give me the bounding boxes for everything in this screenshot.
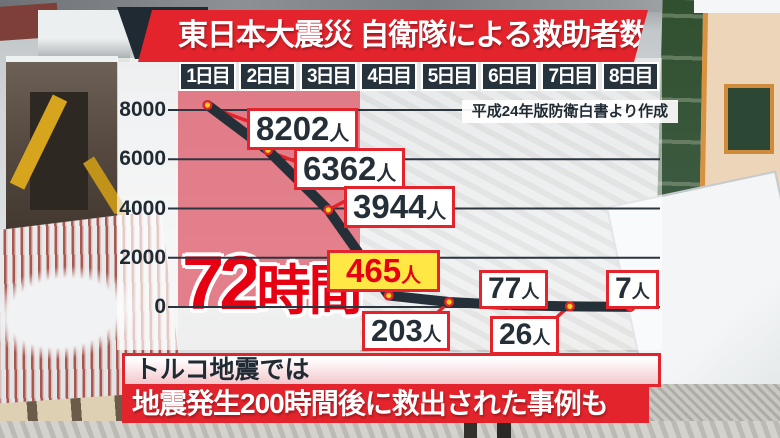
unit: 人 xyxy=(329,123,350,145)
y-axis-tick-label: 0 xyxy=(154,295,166,318)
value-label-day4: 465人 xyxy=(327,250,440,292)
unit: 人 xyxy=(521,282,540,302)
day-header-2: 2日目 xyxy=(239,62,297,91)
value: 465 xyxy=(346,252,402,289)
value: 77 xyxy=(488,272,522,305)
value-label-day5: 203人 xyxy=(362,311,451,351)
value: 8202 xyxy=(256,110,330,147)
footer-subline-text: 地震発生200時間後に救出された事例も xyxy=(132,388,609,419)
value-label-day3: 3944人 xyxy=(344,186,456,228)
photo-snowy-house xyxy=(38,10,130,62)
day-header-5: 5日目 xyxy=(420,62,478,91)
highlight-number: 72 xyxy=(182,241,262,326)
photo-window xyxy=(724,84,774,154)
footer-headline-text: トルコ地震では xyxy=(135,356,310,384)
value: 7 xyxy=(615,272,632,305)
day-header-1: 1日目 xyxy=(179,62,236,91)
unit: 人 xyxy=(426,201,447,223)
unit: 人 xyxy=(631,282,650,302)
value-label-day6: 77人 xyxy=(479,270,549,309)
y-axis-tick-label: 4000 xyxy=(119,196,166,220)
source-note: 平成24年版防衛白書より作成 xyxy=(462,100,678,123)
y-axis-tick-label: 8000 xyxy=(119,98,166,121)
unit: 人 xyxy=(401,265,421,287)
value: 6362 xyxy=(303,150,377,187)
unit: 人 xyxy=(376,163,397,185)
value-label-day7: 26人 xyxy=(490,316,560,355)
footer-headline: トルコ地震では xyxy=(122,353,661,387)
photo-roof-snow xyxy=(694,0,780,13)
y-axis-tick-label: 6000 xyxy=(119,147,166,171)
value: 203 xyxy=(371,313,423,348)
day-header-7: 7日目 xyxy=(541,62,599,91)
y-axis-strip xyxy=(117,58,178,350)
value-label-day2: 6362人 xyxy=(294,148,406,190)
day-header-6: 6日目 xyxy=(480,62,538,91)
unit: 人 xyxy=(532,328,551,348)
footer-subline: 地震発生200時間後に救出された事例も xyxy=(122,385,649,423)
y-axis-tick-label: 2000 xyxy=(119,245,166,269)
photo-person xyxy=(497,418,511,438)
photo-rubble-strip xyxy=(0,421,780,438)
day-header-4: 4日目 xyxy=(360,62,418,91)
value-label-day8: 7人 xyxy=(606,270,659,309)
value: 3944 xyxy=(353,188,427,225)
page-title: 東日本大震災 自衛隊による救助者数 xyxy=(178,19,649,52)
day-header-row: 1日目 2日目 3日目 4日目 5日目 6日目 7日目 8日目 xyxy=(179,62,659,91)
title-banner: 東日本大震災 自衛隊による救助者数 xyxy=(138,10,648,62)
day-header-3: 3日目 xyxy=(299,62,357,91)
value: 26 xyxy=(499,318,533,351)
unit: 人 xyxy=(422,324,442,345)
day-header-8: 8日目 xyxy=(601,62,659,91)
value-label-day1: 8202人 xyxy=(247,108,359,150)
